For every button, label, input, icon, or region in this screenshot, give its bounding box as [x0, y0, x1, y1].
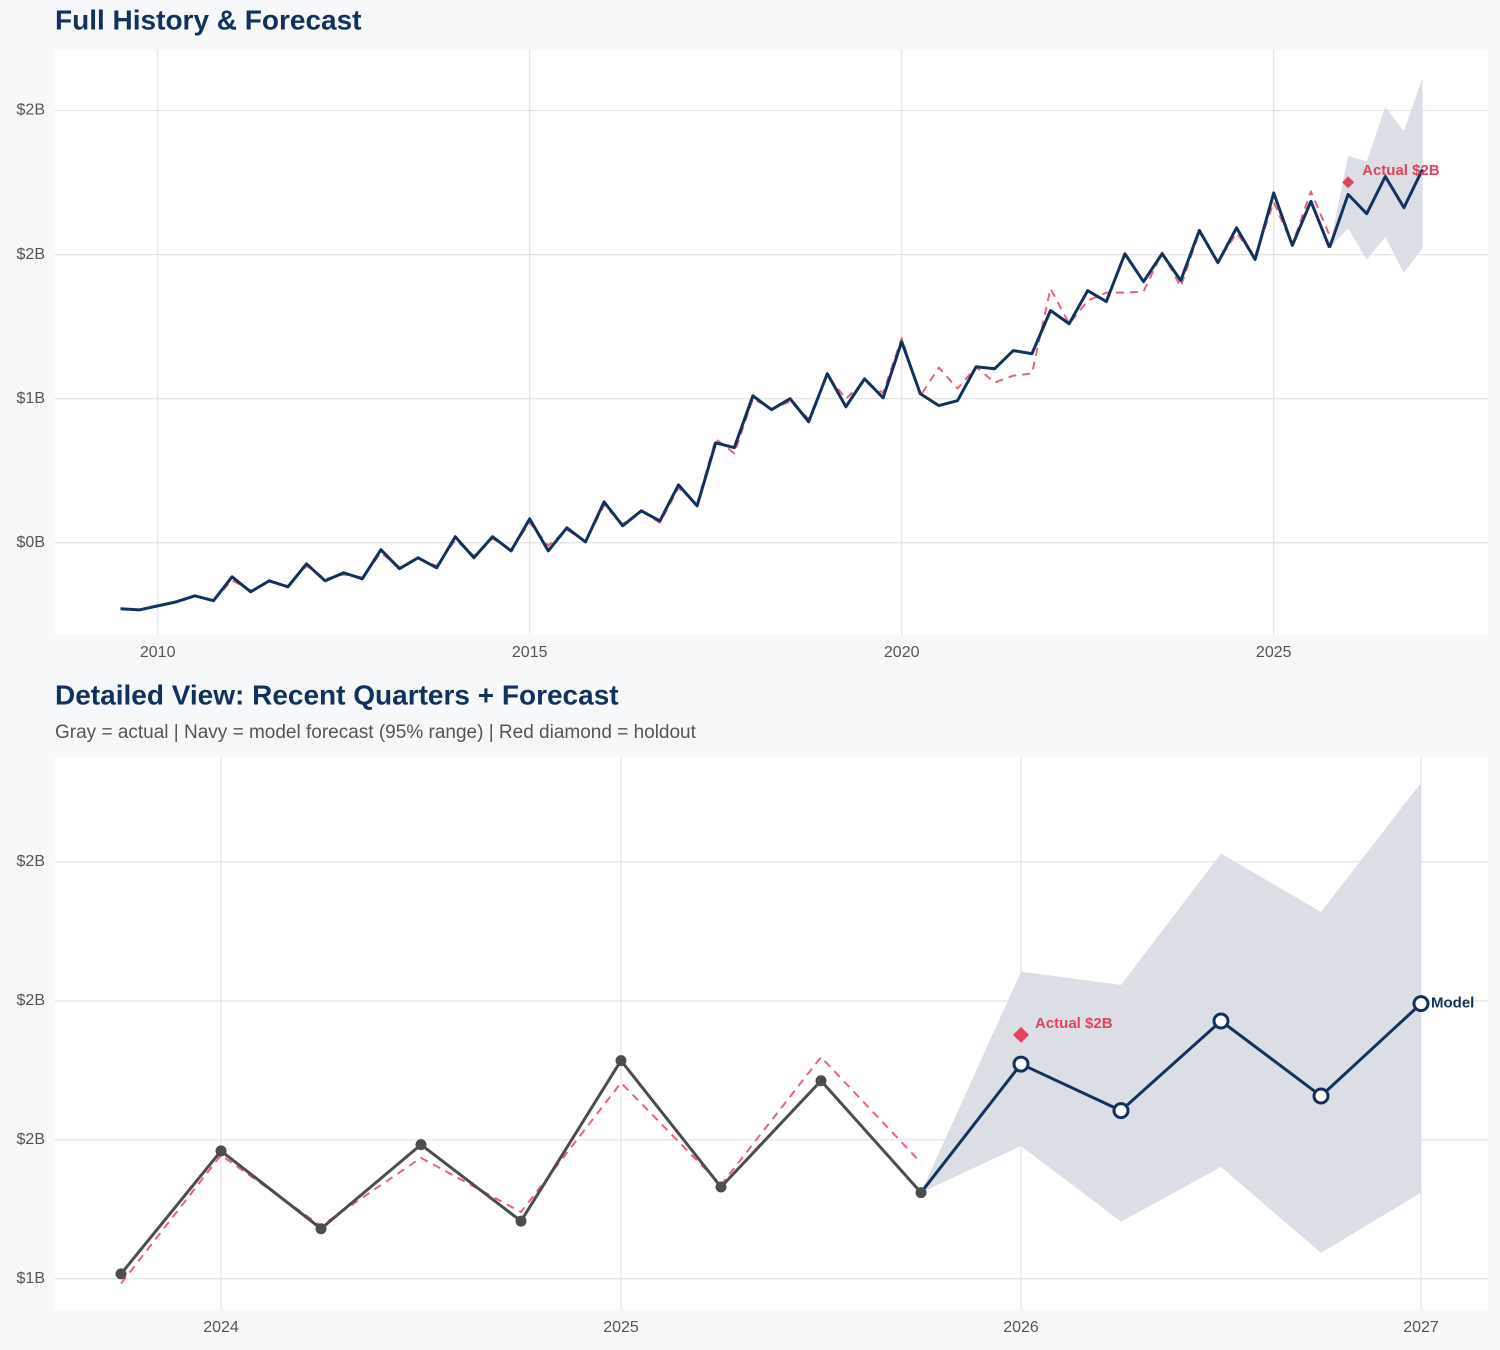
holdout-marker — [1342, 176, 1355, 189]
y-tick-label: $2B — [17, 246, 45, 263]
y-tick-label: $2B — [17, 1131, 45, 1148]
point — [415, 1139, 427, 1151]
point — [1012, 1055, 1030, 1073]
point — [1312, 1087, 1330, 1105]
point — [1112, 1102, 1130, 1120]
x-tick-label: 2027 — [1403, 1319, 1439, 1336]
y-tick-label: $0B — [17, 534, 45, 551]
x-tick-label: 2015 — [512, 644, 548, 661]
x-tick-label: 2025 — [1256, 644, 1292, 661]
x-tick-label: 2026 — [1003, 1319, 1039, 1336]
chart-subtitle: Gray = actual | Navy = model forecast (9… — [55, 722, 697, 743]
series-line — [919, 1002, 1423, 1194]
forecast-band — [1329, 77, 1423, 273]
end-label: Model — [1431, 995, 1474, 1012]
chart-title: Full History & Forecast — [55, 4, 362, 35]
point — [115, 1268, 127, 1280]
forecast-band — [921, 782, 1421, 1254]
point — [515, 1215, 527, 1227]
x-tick-label: 2025 — [603, 1319, 639, 1336]
y-tick-label: $1B — [17, 1270, 45, 1287]
point — [915, 1187, 927, 1199]
point — [315, 1223, 327, 1235]
chart-title: Detailed View: Recent Quarters + Forecas… — [55, 679, 619, 710]
point — [715, 1181, 727, 1193]
series-line — [1328, 168, 1424, 249]
point — [1412, 995, 1430, 1013]
holdout-label: Actual $2B — [1362, 162, 1440, 179]
y-tick-label: $2B — [17, 992, 45, 1009]
point — [1212, 1012, 1230, 1030]
point — [815, 1075, 827, 1087]
point — [615, 1055, 627, 1067]
plot-area — [55, 50, 1488, 635]
y-tick-label: $1B — [17, 390, 45, 407]
y-tick-label: $2B — [17, 853, 45, 870]
x-tick-label: 2010 — [140, 644, 176, 661]
y-tick-label: $2B — [17, 102, 45, 119]
series-line — [120, 191, 1331, 612]
holdout-label: Actual $2B — [1035, 1015, 1113, 1032]
x-tick-label: 2024 — [203, 1319, 239, 1336]
x-tick-label: 2020 — [884, 644, 920, 661]
point — [215, 1145, 227, 1157]
holdout-marker — [1013, 1026, 1029, 1043]
